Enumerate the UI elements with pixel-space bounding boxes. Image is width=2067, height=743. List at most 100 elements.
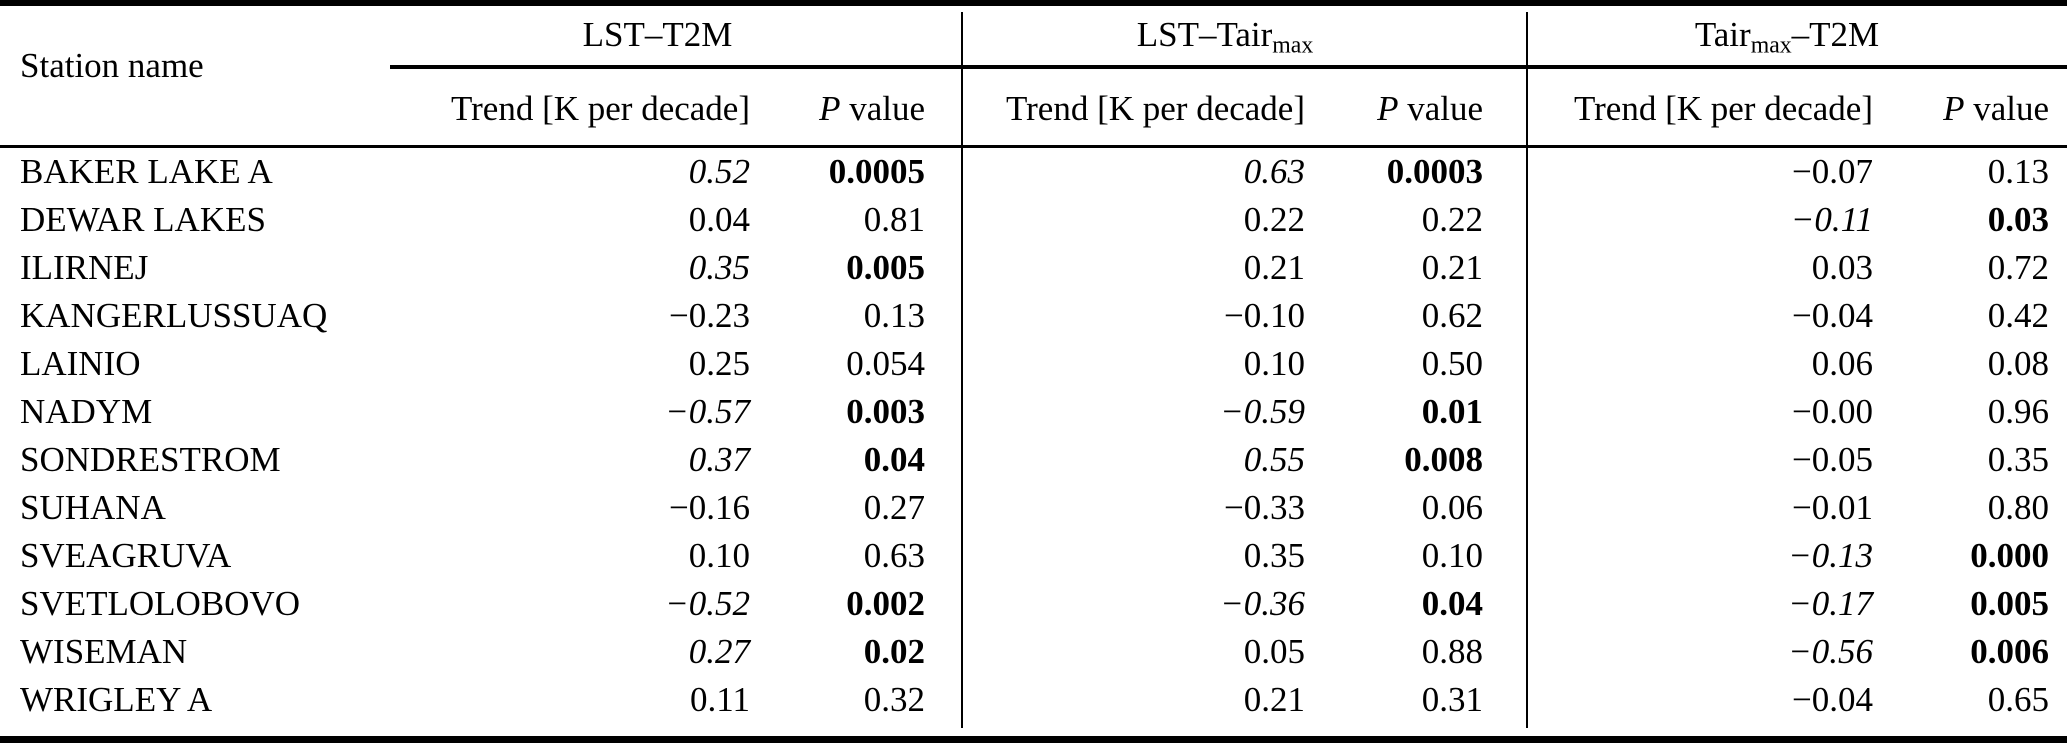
station-name: BAKER LAKE A (20, 152, 273, 191)
p-value: 0.22 (1421, 200, 1483, 239)
p-value: 0.35 (1987, 440, 2049, 479)
trend-value: 0.10 (688, 536, 750, 575)
trend-value: −0.56 (1788, 632, 1873, 671)
p-value: 0.002 (846, 584, 925, 623)
p-value: 0.63 (863, 536, 925, 575)
p-value: 0.03 (1987, 200, 2049, 239)
group-header-label: LST–Tairmax (1136, 15, 1314, 59)
p-value: 0.005 (1970, 584, 2049, 623)
p-value: 0.96 (1987, 392, 2049, 431)
p-value: 0.32 (863, 680, 925, 719)
p-value: 0.01 (1421, 392, 1483, 431)
p-value: 0.003 (846, 392, 925, 431)
group-header-lst-t2m: LST–T2M (390, 6, 925, 69)
trend-value: −0.16 (669, 488, 750, 527)
p-value: 0.006 (1970, 632, 2049, 671)
station-name: WRIGLEY A (20, 680, 213, 719)
trend-value: −0.00 (1792, 392, 1873, 431)
trend-value: −0.11 (1790, 200, 1873, 239)
trend-header-label: Trend [K per decade] (1005, 88, 1305, 128)
p-value: 0.02 (863, 632, 925, 671)
trend-value: 0.52 (688, 152, 750, 191)
column-header-pvalue-3: P value (1873, 69, 2049, 148)
trend-value: −0.05 (1792, 440, 1873, 479)
station-name: SVETLOLOBOVO (20, 584, 300, 623)
p-value: 0.13 (1987, 152, 2049, 191)
p-value: 0.0003 (1386, 152, 1483, 191)
column-header-pvalue-2: P value (1305, 69, 1483, 148)
trend-value: −0.36 (1220, 584, 1305, 623)
trend-value: 0.21 (1243, 248, 1305, 287)
column-divider-2 (1526, 12, 1528, 728)
pvalue-header-label: P value (1943, 88, 2049, 128)
station-name: SVEAGRUVA (20, 536, 232, 575)
trend-value: 0.06 (1811, 344, 1873, 383)
station-name: ILIRNEJ (20, 248, 149, 287)
trend-value: 0.27 (688, 632, 750, 671)
p-value: 0.81 (863, 200, 925, 239)
trend-value: 0.21 (1243, 680, 1305, 719)
trend-value: 0.03 (1811, 248, 1873, 287)
station-name: DEWAR LAKES (20, 200, 266, 239)
station-name: NADYM (20, 392, 153, 431)
p-value: 0.08 (1987, 344, 2049, 383)
p-value: 0.80 (1987, 488, 2049, 527)
column-header-trend-3: Trend [K per decade] (1483, 69, 1873, 148)
pvalue-header-label: P value (819, 88, 925, 128)
trend-value: 0.25 (688, 344, 750, 383)
trend-value: −0.13 (1788, 536, 1873, 575)
p-value: 0.000 (1970, 536, 2049, 575)
group-header-tairmax-t2m: Tairmax–T2M (1483, 6, 2049, 69)
trend-value: −0.17 (1788, 584, 1873, 623)
column-header-trend-2: Trend [K per decade] (925, 69, 1305, 148)
trend-value: 0.11 (690, 680, 750, 719)
trend-value: −0.04 (1792, 296, 1873, 335)
trend-value: 0.22 (1243, 200, 1305, 239)
p-value: 0.62 (1421, 296, 1483, 335)
trend-header-label: Trend [K per decade] (450, 88, 750, 128)
station-column-header: Station name (0, 6, 390, 148)
trend-value: 0.35 (688, 248, 750, 287)
trend-value: −0.10 (1224, 296, 1305, 335)
trend-value: −0.23 (669, 296, 750, 335)
pvalue-header-label: P value (1377, 88, 1483, 128)
station-name: KANGERLUSSUAQ (20, 296, 328, 335)
column-header-pvalue-1: P value (750, 69, 925, 148)
p-value: 0.06 (1421, 488, 1483, 527)
p-value: 0.50 (1421, 344, 1483, 383)
column-header-trend-1: Trend [K per decade] (390, 69, 750, 148)
trend-value: −0.33 (1224, 488, 1305, 527)
station-name: SUHANA (20, 488, 166, 527)
trend-value: −0.52 (665, 584, 750, 623)
trend-value: 0.05 (1243, 632, 1305, 671)
trend-header-label: Trend [K per decade] (1573, 88, 1873, 128)
trend-value: 0.37 (688, 440, 750, 479)
trend-value: −0.57 (665, 392, 750, 431)
trend-value: 0.35 (1243, 536, 1305, 575)
trend-value: −0.07 (1792, 152, 1873, 191)
p-value: 0.04 (1421, 584, 1483, 623)
group-header-underline (390, 65, 2067, 69)
p-value: 0.42 (1987, 296, 2049, 335)
trend-value: −0.04 (1792, 680, 1873, 719)
header-rule (0, 145, 2067, 148)
group-header-lst-tairmax: LST–Tairmax (925, 6, 1483, 69)
p-value: 0.27 (863, 488, 925, 527)
group-header-label: LST–T2M (582, 15, 733, 55)
station-name: LAINIO (20, 344, 141, 383)
p-value: 0.054 (846, 344, 925, 383)
station-column-header-label: Station name (20, 46, 204, 85)
station-name: WISEMAN (20, 632, 188, 671)
p-value: 0.04 (863, 440, 925, 479)
p-value: 0.008 (1404, 440, 1483, 479)
trend-value: 0.63 (1243, 152, 1305, 191)
column-divider-1 (961, 12, 963, 728)
trend-value: 0.04 (688, 200, 750, 239)
p-value: 0.88 (1421, 632, 1483, 671)
p-value: 0.10 (1421, 536, 1483, 575)
trend-value: −0.01 (1792, 488, 1873, 527)
p-value: 0.21 (1421, 248, 1483, 287)
p-value: 0.005 (846, 248, 925, 287)
